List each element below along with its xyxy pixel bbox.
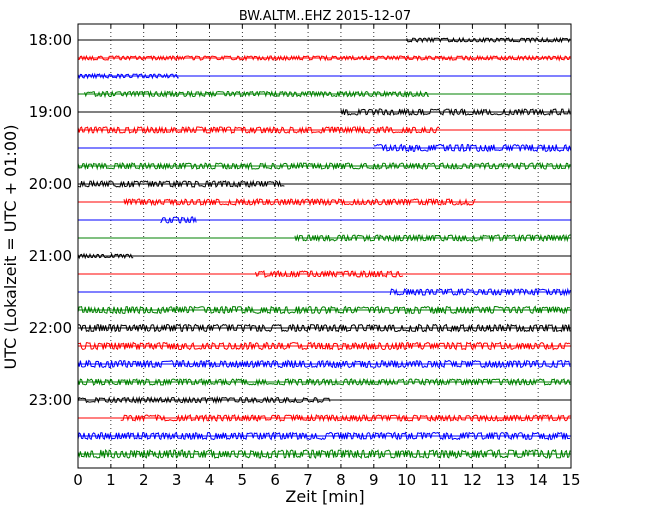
- x-tick-label: 7: [303, 471, 313, 489]
- trace-row-2200: [77, 323, 571, 333]
- x-tick-label: 14: [529, 471, 548, 489]
- trace-waveform: [77, 341, 571, 351]
- trace-waveform: [255, 269, 404, 278]
- trace-row-1915: [77, 125, 571, 135]
- trace-waveform: [77, 431, 571, 441]
- trace-row-2145: [77, 305, 571, 315]
- chart-title: BW.ALTM..EHZ 2015-12-07: [239, 9, 411, 24]
- trace-row-1930: [78, 143, 572, 153]
- x-tick-label: 3: [172, 471, 182, 489]
- x-tick-label: 1: [106, 471, 116, 489]
- y-tick-label: 22:00: [29, 319, 72, 337]
- x-tick-label: 13: [496, 471, 515, 489]
- trace-waveform: [340, 107, 571, 117]
- trace-row-2000: [77, 179, 571, 189]
- trace-waveform: [77, 377, 571, 387]
- trace-row-2330: [77, 431, 571, 441]
- trace-waveform: [77, 179, 285, 189]
- axis-ticks: 0 1 2 3 4 5 6 7 8 9 10 11 12 13 14 1518:0019:0020:0021:…: [29, 24, 581, 489]
- x-tick-label: 0: [73, 471, 83, 489]
- trace-waveform: [77, 323, 571, 333]
- trace-waveform: [84, 89, 430, 99]
- trace-waveform: [77, 395, 331, 405]
- trace-row-1845: [78, 89, 571, 99]
- x-tick-label: 9: [369, 471, 379, 489]
- trace-row-2300: [77, 395, 571, 405]
- y-tick-label: 19:00: [29, 103, 72, 121]
- trace-waveform: [373, 143, 572, 153]
- trace-row-1815: [77, 54, 571, 62]
- y-tick-label: 23:00: [29, 391, 72, 409]
- x-tick-label: 6: [270, 471, 280, 489]
- x-tick-label: 2: [139, 471, 149, 489]
- trace-row-2245: [77, 377, 571, 387]
- trace-waveform: [120, 413, 571, 423]
- trace-row-1945: [77, 161, 571, 171]
- y-axis-label: UTC (Lokalzeit = UTC + 01:00): [1, 125, 20, 370]
- trace-row-1830: [77, 72, 571, 80]
- plot-frame: [77, 23, 572, 469]
- trace-waveform: [389, 287, 571, 297]
- trace-waveform: [77, 359, 571, 369]
- trace-waveform: [77, 125, 440, 135]
- trace-waveform: [123, 197, 476, 207]
- x-tick-label: 11: [430, 471, 449, 489]
- trace-row-2215: [77, 341, 571, 351]
- trace-row-2230: [77, 359, 571, 369]
- y-tick-label: 18:00: [29, 31, 72, 49]
- trace-row-2030: [78, 216, 571, 224]
- trace-waveform: [77, 448, 571, 460]
- trace-waveform: [77, 54, 571, 62]
- trace-waveform: [406, 36, 571, 44]
- trace-row-2315: [78, 413, 571, 423]
- trace-row-1800: [78, 36, 571, 44]
- trace-row-2115: [78, 269, 571, 278]
- trace-row-2345: [77, 448, 571, 460]
- trace-waveform: [77, 305, 570, 315]
- trace-row-1900: [78, 107, 571, 117]
- trace-waveform: [77, 252, 134, 260]
- x-tick-label: 12: [463, 471, 482, 489]
- x-tick-label: 10: [397, 471, 416, 489]
- trace-row-2130: [78, 287, 571, 297]
- x-tick-label: 4: [205, 471, 215, 489]
- y-tick-label: 20:00: [29, 175, 72, 193]
- trace-rows: [77, 36, 572, 460]
- x-axis-label: Zeit [min]: [285, 487, 364, 506]
- x-tick-label: 8: [336, 471, 346, 489]
- y-tick-label: 21:00: [29, 247, 72, 265]
- trace-waveform: [77, 72, 179, 80]
- trace-row-2015: [78, 197, 571, 207]
- trace-waveform: [77, 161, 571, 171]
- x-tick-label: 15: [561, 471, 580, 489]
- trace-waveform: [160, 216, 197, 224]
- trace-row-2100: [77, 252, 571, 260]
- x-tick-label: 5: [238, 471, 248, 489]
- trace-waveform: [294, 233, 571, 243]
- trace-row-2045: [78, 233, 571, 243]
